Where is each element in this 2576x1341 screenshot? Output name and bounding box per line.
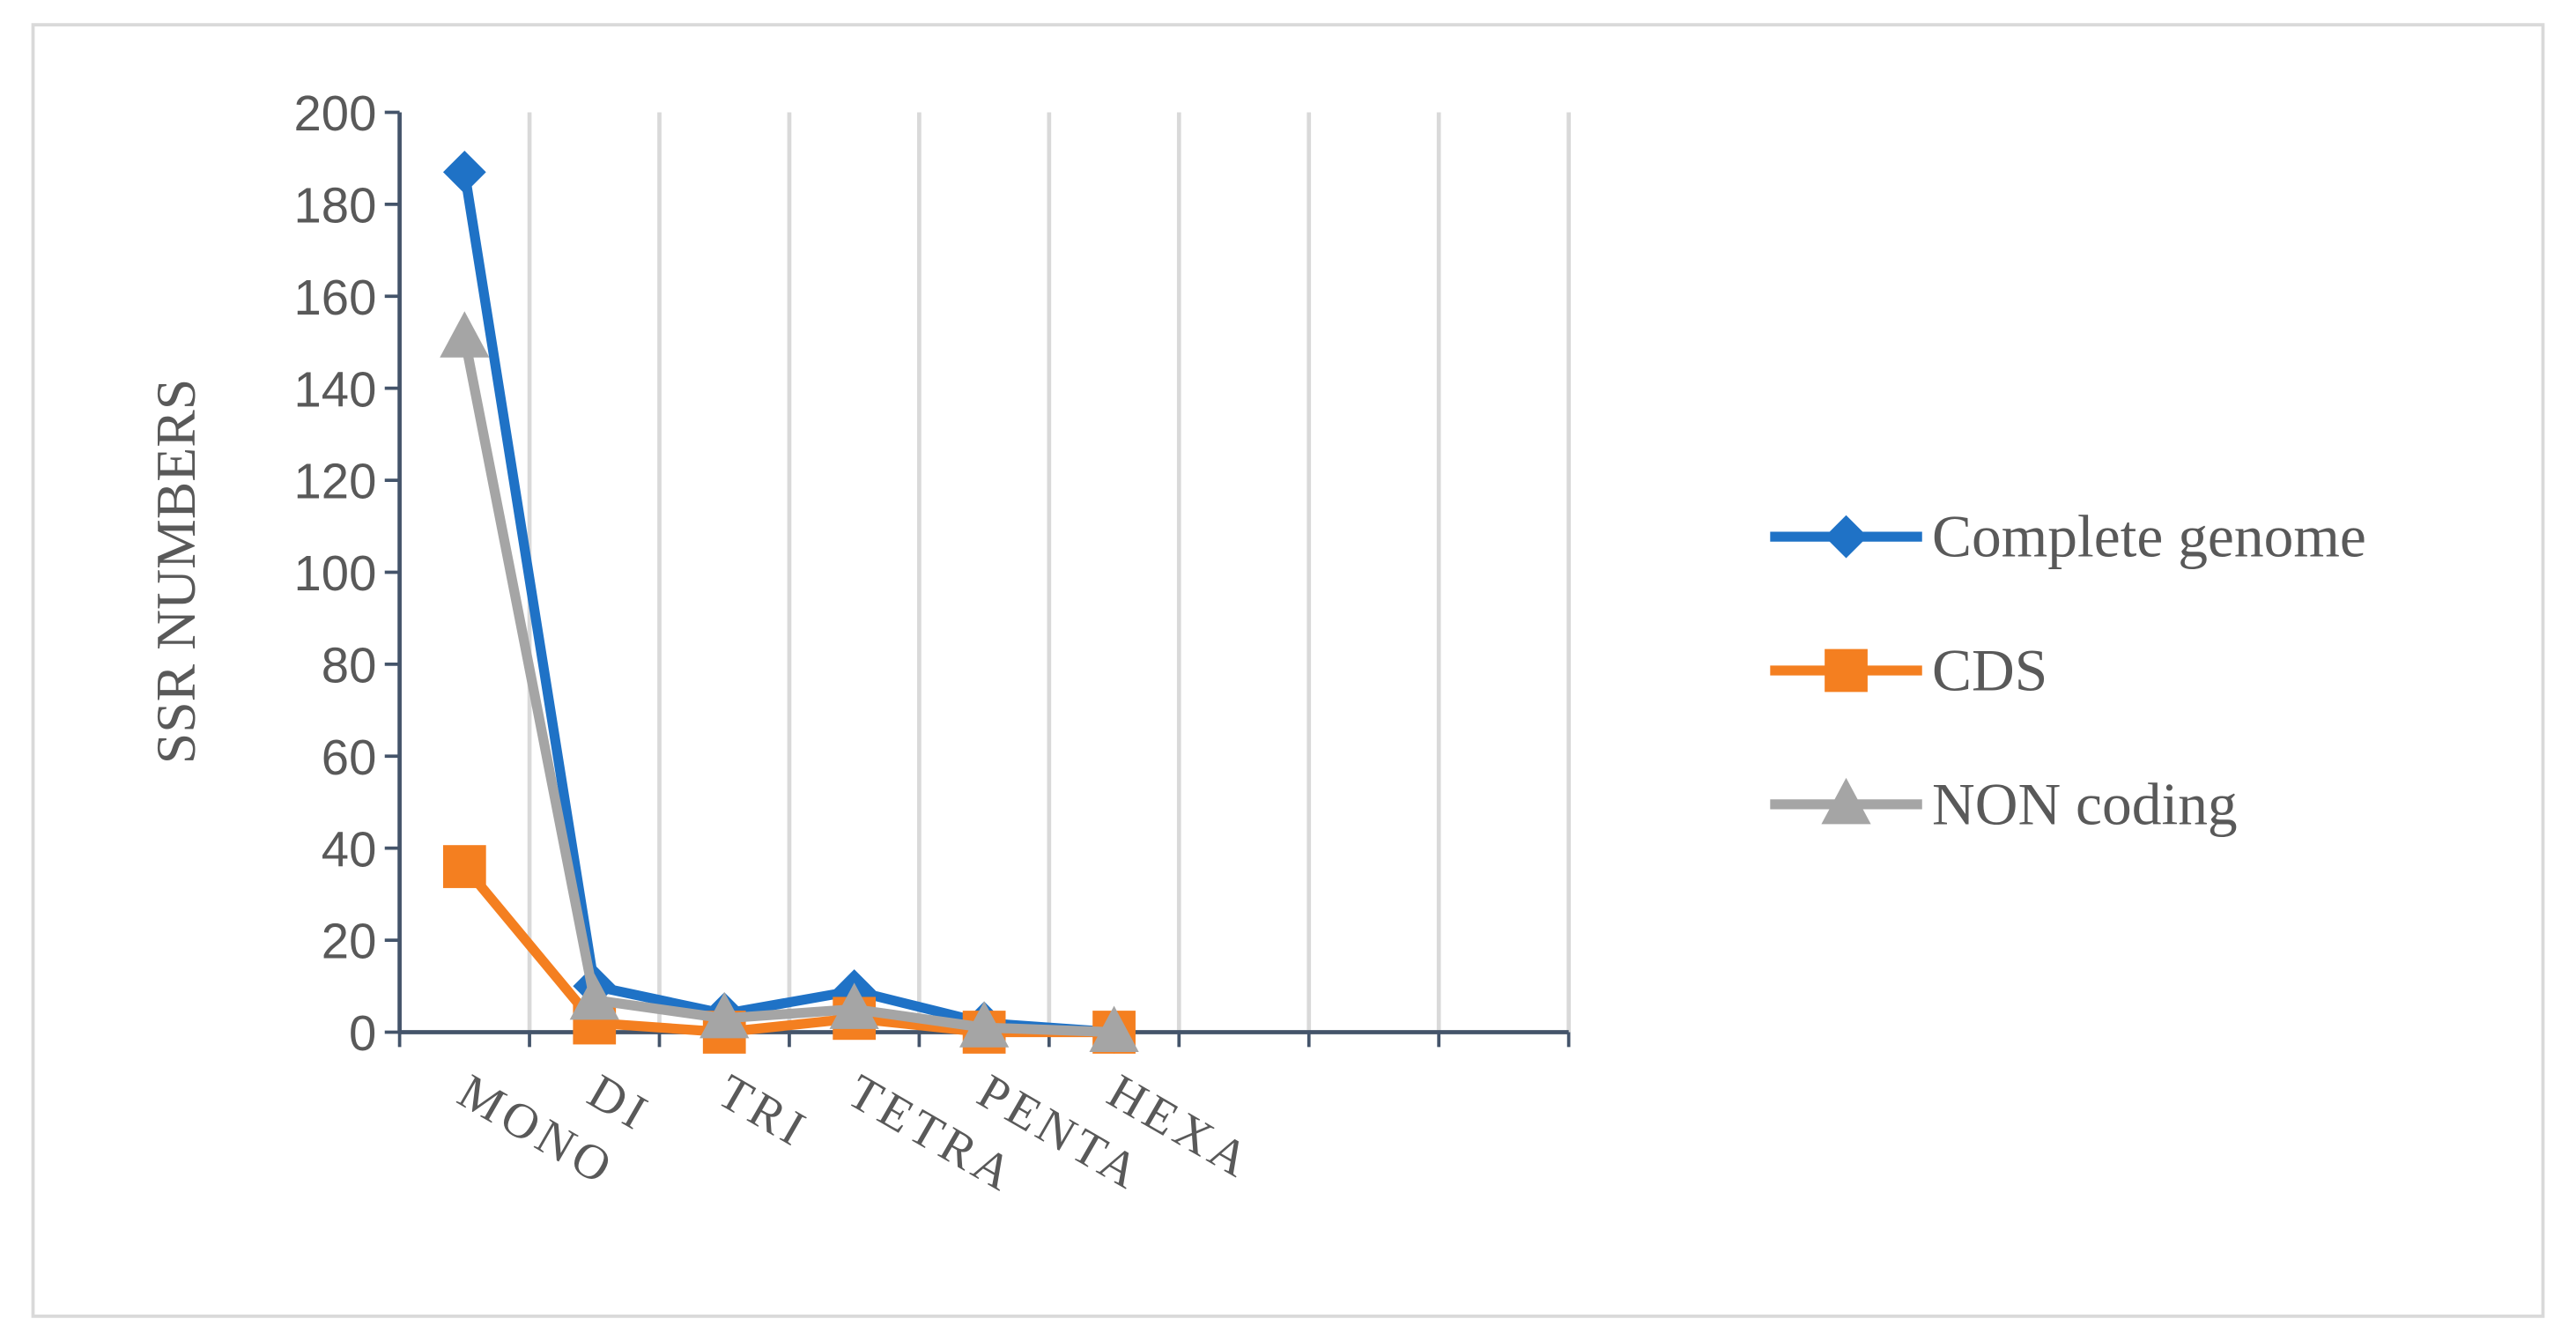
legend-label: CDS [1932, 637, 2047, 703]
y-tick-label: 60 [322, 730, 377, 785]
legend-marker [1821, 777, 1871, 825]
legend-label: Complete genome [1932, 504, 2366, 570]
data-point [959, 1001, 1010, 1048]
y-tick-label: 80 [322, 637, 377, 693]
data-point [1089, 1005, 1139, 1052]
data-point [442, 845, 486, 888]
legend-label: NON coding [1932, 771, 2238, 837]
data-point [829, 982, 879, 1029]
data-point [700, 991, 750, 1039]
y-tick-label: 160 [294, 270, 377, 325]
legend-marker [1825, 648, 1868, 693]
y-tick-label: 40 [322, 821, 377, 877]
y-tick-label: 200 [294, 85, 377, 141]
y-tick-label: 100 [294, 545, 377, 601]
y-tick-label: 0 [349, 1005, 376, 1061]
y-tick-label: 120 [294, 454, 377, 509]
data-point [569, 973, 619, 1020]
y-tick-label: 180 [294, 177, 377, 233]
y-tick-label: 20 [322, 914, 377, 969]
data-point [440, 311, 490, 358]
y-axis-label: SSR NUMBERS [144, 379, 207, 764]
chart-border [31, 23, 2545, 1318]
data-point [442, 150, 486, 194]
series-line [459, 337, 1114, 1038]
y-tick-label: 140 [294, 361, 377, 417]
legend-marker [1825, 515, 1868, 559]
